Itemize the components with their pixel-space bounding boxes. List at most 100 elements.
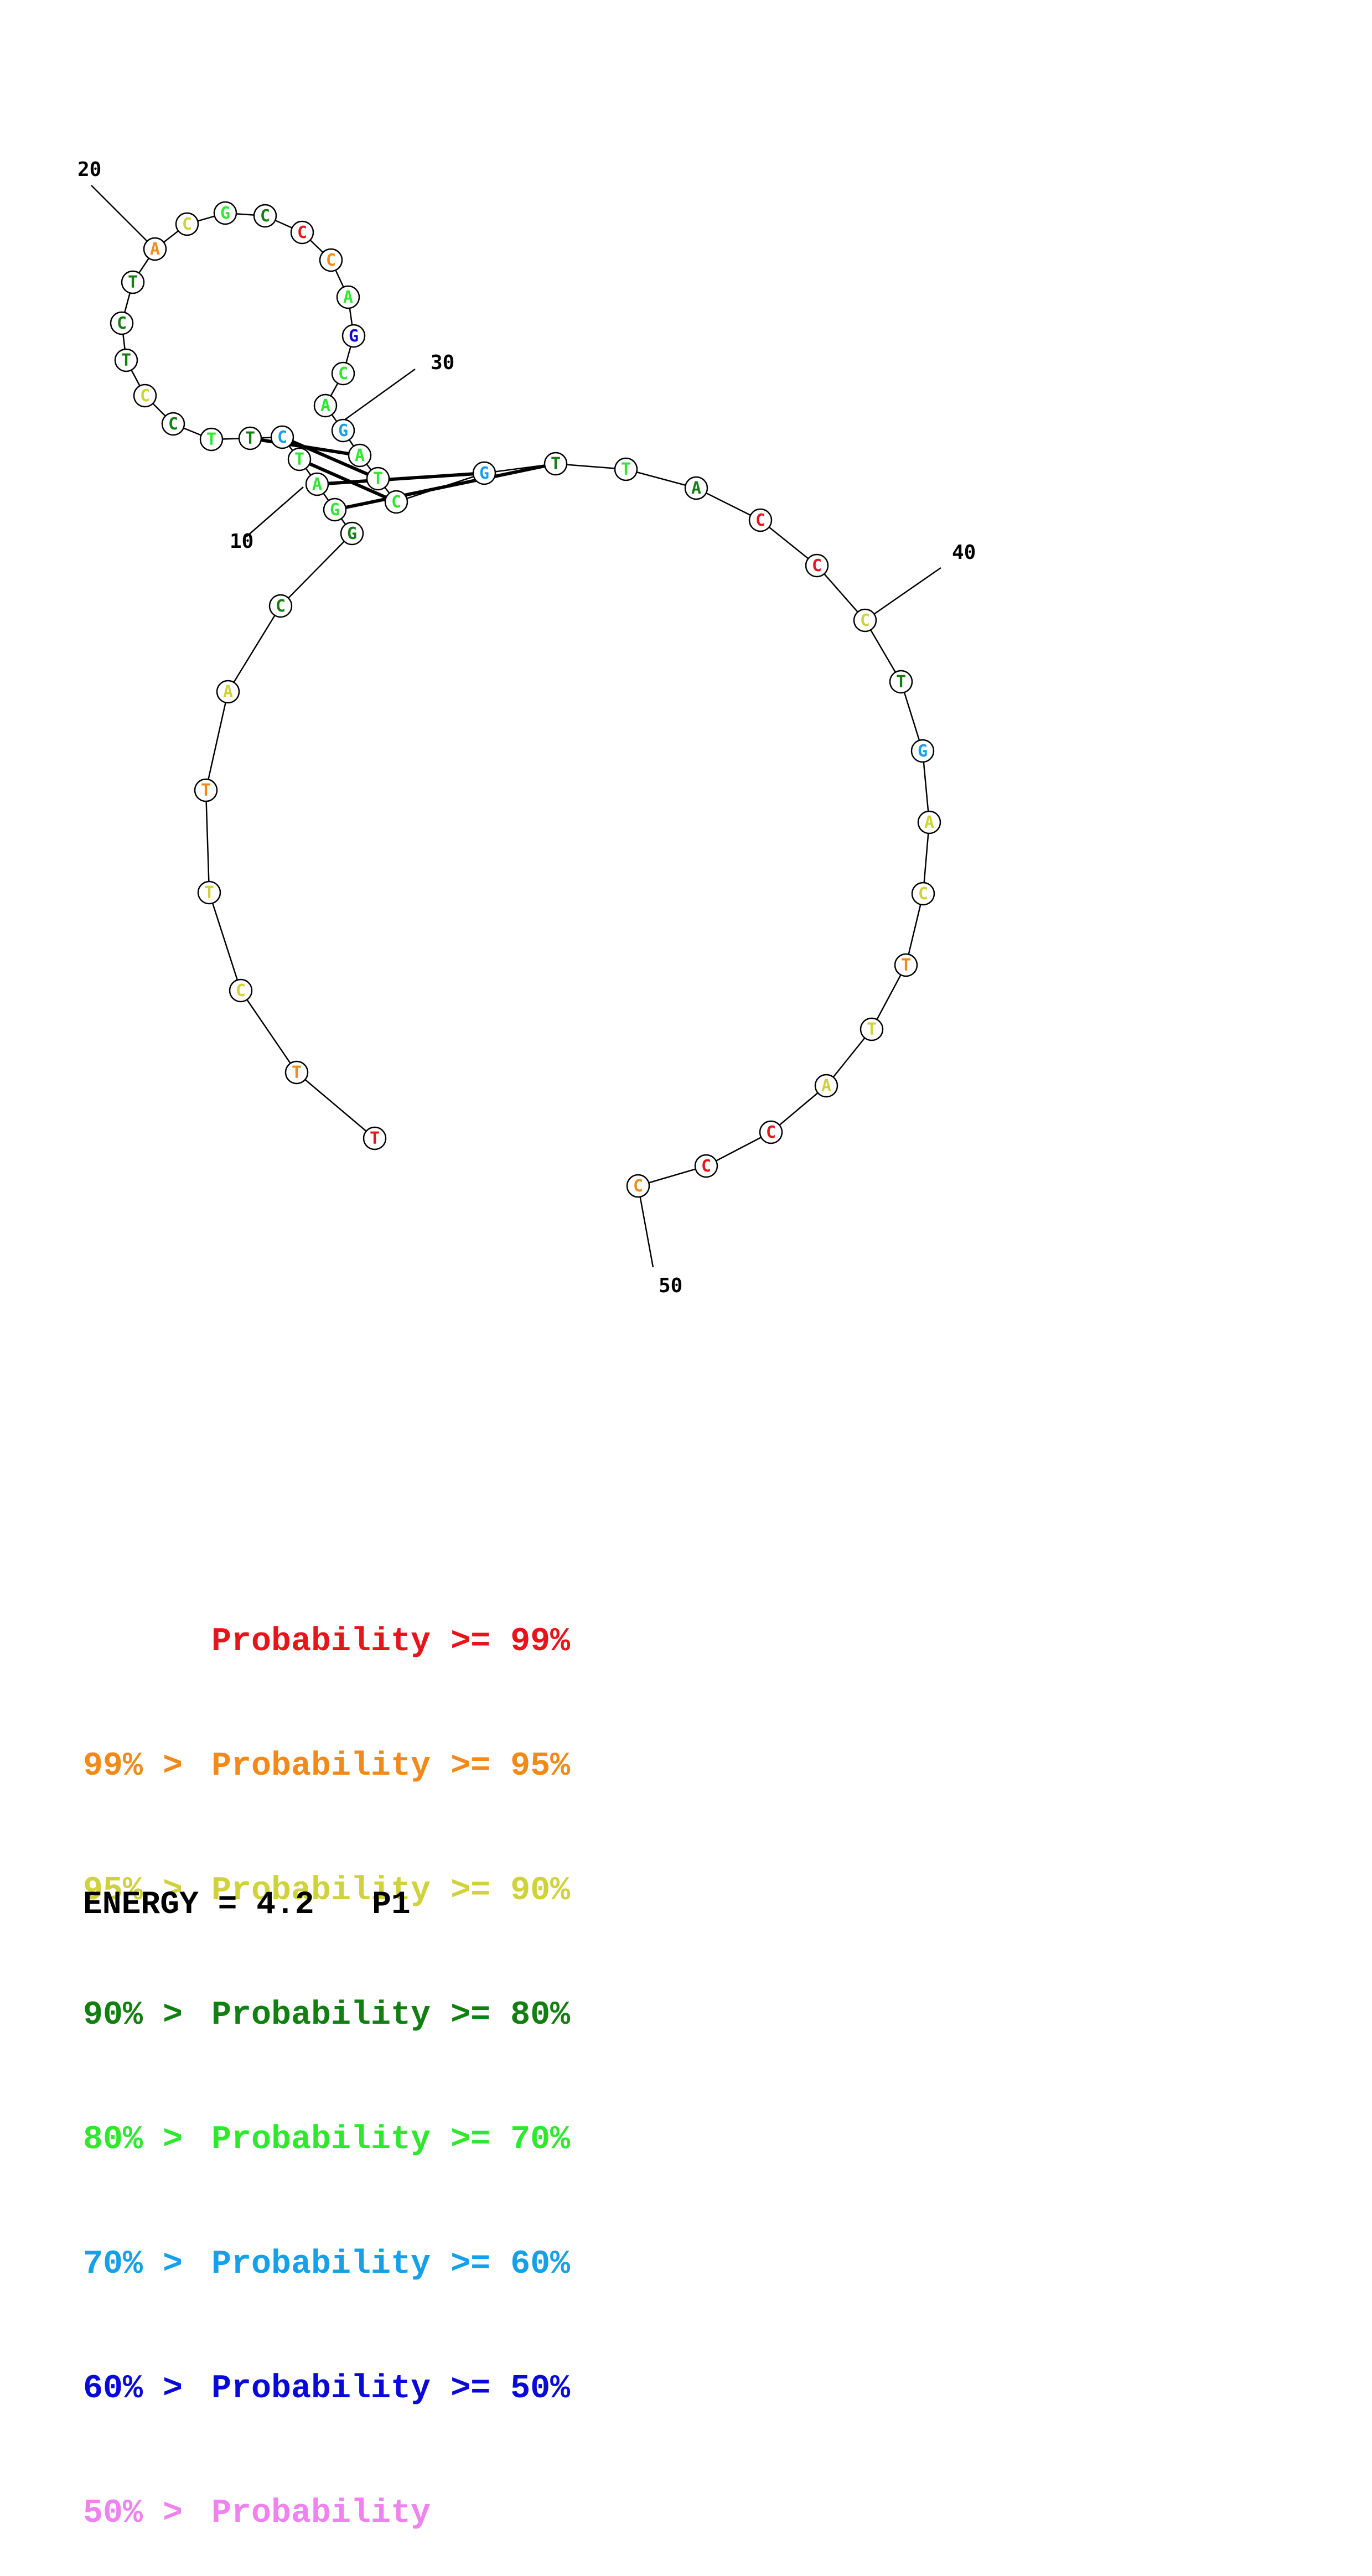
backbone-segment — [826, 1029, 872, 1086]
nucleotide-circle — [363, 1126, 387, 1150]
backbone-segment — [208, 892, 242, 991]
nucleotide-circle — [340, 521, 364, 546]
position-label: 30 — [431, 351, 454, 374]
nucleotide: T — [366, 467, 390, 491]
position-tick — [246, 486, 304, 537]
legend-prefix: 90% > — [83, 1997, 183, 2034]
nucleotide-letter: A — [343, 288, 353, 307]
nucleotide: A — [336, 285, 360, 309]
nucleotide: G — [341, 324, 366, 348]
backbone-segment — [706, 1131, 772, 1167]
legend-row: 50% > Probability — [83, 2493, 570, 2534]
legend-label: Probability — [211, 2370, 431, 2408]
nucleotide-letter: T — [245, 429, 255, 448]
backbone-segment — [227, 605, 282, 692]
nucleotide: A — [684, 476, 708, 500]
nucleotide-letter: G — [338, 421, 348, 440]
legend-suffix: >= 60% — [451, 2246, 571, 2283]
nucleotide: C — [759, 1120, 783, 1144]
nucleotide-circle — [121, 270, 145, 294]
nucleotide: T — [194, 778, 218, 802]
nucleotide: A — [917, 810, 941, 835]
backbone-segment — [240, 990, 298, 1073]
legend-label: Probability — [211, 2495, 431, 2532]
position-label: 40 — [952, 541, 976, 564]
nucleotide-circle — [213, 201, 237, 225]
nucleotide-circle — [889, 670, 913, 694]
nucleotide-circle — [216, 680, 240, 704]
nucleotide-circle — [336, 285, 360, 309]
nucleotide-letter: C — [755, 511, 765, 530]
legend-prefix: 99% > — [83, 1748, 183, 1785]
legend-label: Probability — [211, 1748, 431, 1785]
nucleotide-letter: T — [206, 430, 216, 449]
nucleotide-letter: C — [260, 206, 270, 226]
nucleotide-circle — [472, 461, 496, 485]
nucleotide-letter: T — [201, 781, 211, 800]
backbone-segment — [625, 468, 697, 489]
nucleotide-letter: C — [140, 386, 150, 406]
backbone-segment — [864, 620, 902, 682]
legend-prefix: 95% > — [83, 1872, 183, 1910]
structure-id: P1 — [372, 1887, 411, 1923]
nucleotide-circle — [626, 1174, 650, 1198]
position-tick — [341, 368, 416, 423]
nucleotide-circle — [133, 383, 157, 408]
legend-label: Probability — [211, 1623, 431, 1661]
legend-prefix: 70% > — [83, 2246, 183, 2283]
nucleotide-circle — [694, 1154, 718, 1178]
nucleotide-circle — [894, 953, 918, 977]
legend-label: Probability — [211, 2121, 431, 2159]
nucleotide-circle — [229, 978, 253, 1003]
nucleotide-circle — [331, 418, 355, 443]
nucleotide-letter: A — [691, 479, 701, 498]
nucleotide: G — [323, 497, 347, 522]
nucleotide-circle — [194, 778, 218, 802]
nucleotide: T — [894, 953, 918, 977]
base-pair-line — [317, 471, 485, 486]
nucleotide-letter: T — [373, 469, 383, 489]
nucleotide-circle — [270, 425, 294, 449]
nucleotide-circle — [197, 880, 221, 905]
nucleotide: T — [287, 447, 312, 471]
nucleotide-circle — [748, 508, 773, 532]
base-pair-line — [334, 462, 556, 511]
nucleotide-letter: C — [276, 597, 286, 616]
nucleotide: C — [270, 425, 294, 449]
nucleotide-letter: G — [349, 326, 359, 346]
position-tick-lines — [91, 185, 941, 1268]
nucleotide-letter: G — [347, 524, 357, 543]
nucleotide-circle — [341, 324, 366, 348]
nucleotide: A — [305, 472, 329, 496]
nucleotide: A — [313, 393, 338, 418]
nucleotide-letter: A — [355, 446, 365, 465]
backbone-segment — [296, 1072, 375, 1139]
nucleotide-letter: C — [633, 1176, 643, 1196]
nucleotide-circle — [384, 490, 408, 514]
nucleotide: C — [133, 383, 157, 408]
nucleotide-circle — [805, 553, 829, 578]
backbone-segment — [871, 965, 907, 1030]
nucleotide-letter: G — [330, 500, 340, 520]
nucleotide: T — [199, 427, 224, 452]
nucleotide: C — [805, 553, 829, 578]
legend-prefix: 60% > — [83, 2370, 183, 2408]
nucleotide: T — [614, 457, 638, 481]
backbone-segment — [760, 520, 817, 566]
nucleotide-circle — [238, 426, 262, 450]
backbone-segment — [905, 893, 924, 966]
legend-row: 90% > Probability >= 80% — [83, 1995, 570, 2036]
legend-row: 60% > Probability >= 50% — [83, 2368, 570, 2410]
nucleotide-circle — [917, 810, 941, 835]
nucleotide: C — [626, 1174, 650, 1198]
nucleotide: T — [197, 880, 221, 905]
nucleotide-letter: T — [292, 1063, 302, 1082]
legend-suffix: >= 95% — [451, 1748, 571, 1785]
backbone-segment — [921, 750, 930, 823]
nucleotide: T — [363, 1126, 387, 1150]
backbone-segment — [205, 790, 210, 893]
legend-suffix: >= 99% — [451, 1623, 571, 1661]
nucleotide-letter: A — [312, 475, 322, 494]
nucleotide-letter: T — [121, 351, 131, 370]
